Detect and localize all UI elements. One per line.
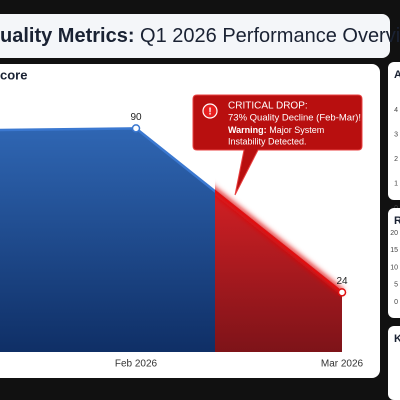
side-tick-label: 20 — [390, 230, 398, 237]
title-bold: uality Metrics: — [0, 25, 134, 47]
callout-warning: Warning: Major System — [228, 125, 324, 135]
x-tick-label: Mar 2026 — [321, 359, 364, 370]
alert-line — [215, 187, 344, 295]
warning-text: Major System — [269, 125, 324, 135]
callout-warning-2: Instability Detected. — [228, 136, 307, 146]
side-tick-label: 0 — [394, 299, 398, 306]
header-title: uality Metrics: Q1 2026 Performance Over… — [0, 25, 400, 47]
callout — [192, 94, 363, 196]
value-label: 90 — [130, 112, 142, 123]
side-tick-label: 15 — [390, 247, 398, 254]
side-panel-title: A — [394, 69, 400, 81]
header-bar — [0, 14, 390, 58]
callout-heading: CRITICAL DROP: — [228, 101, 308, 112]
warning-label: Warning: — [228, 125, 267, 135]
chart-title: core — [0, 67, 27, 82]
area-alert — [215, 191, 342, 352]
side-tick-label: 3 — [394, 131, 398, 138]
line-alert — [215, 189, 343, 294]
alert-icon — [202, 103, 218, 119]
side-panel — [388, 208, 400, 318]
x-tick-label: Feb 2026 — [115, 359, 158, 370]
side-tick-label: 10 — [390, 264, 398, 271]
point — [131, 124, 141, 133]
plot: Feb 2026 90 Mar 2026 24 — [0, 112, 364, 370]
point — [337, 288, 347, 297]
side-panel-title: K — [394, 333, 400, 345]
side-tick-label: 1 — [394, 180, 398, 187]
value-label: 24 — [336, 276, 348, 287]
side-panel — [388, 62, 400, 200]
side-panel-title: R — [394, 215, 400, 227]
side-tick-label: 2 — [394, 156, 398, 163]
callout-detail: 73% Quality Decline (Feb-Mar)! — [228, 113, 361, 124]
side-tick-label: 4 — [394, 107, 398, 114]
alert-icon-mark: ! — [208, 107, 211, 118]
side-panel — [388, 326, 400, 400]
side-panels: A43210R20151050K — [388, 62, 400, 400]
title-rest: Q1 2026 Performance Overview — [140, 25, 400, 47]
side-tick-label: 5 — [394, 282, 398, 289]
